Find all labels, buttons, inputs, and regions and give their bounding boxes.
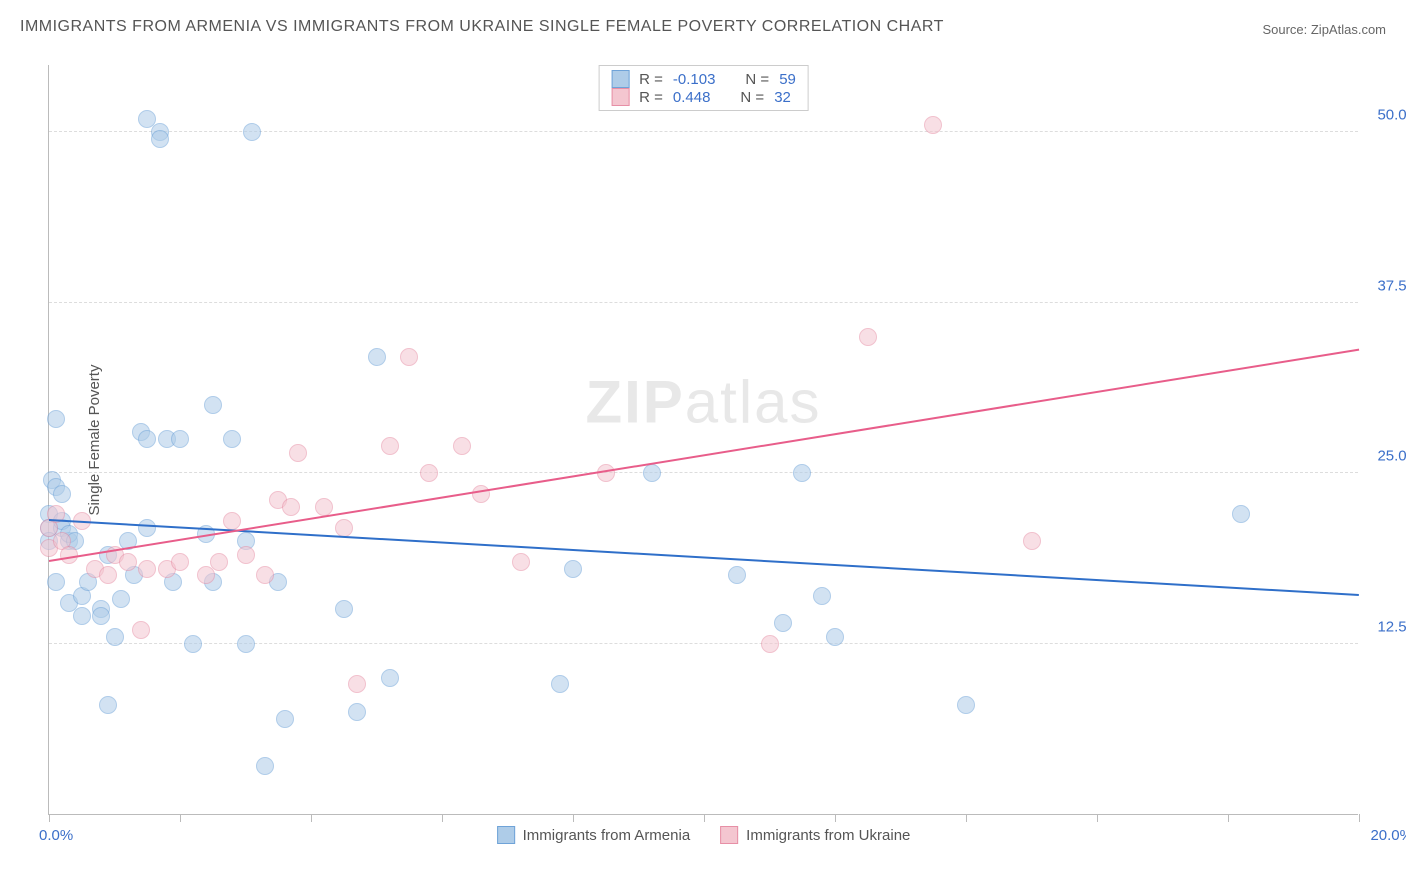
data-point xyxy=(47,573,65,591)
legend-stats: R = -0.103 N = 59 R = 0.448 N = 32 xyxy=(598,65,809,111)
data-point xyxy=(119,553,137,571)
data-point xyxy=(47,410,65,428)
x-tick xyxy=(1359,814,1360,822)
watermark: ZIPatlas xyxy=(585,368,821,437)
x-tick xyxy=(1228,814,1229,822)
data-point xyxy=(106,628,124,646)
data-point xyxy=(282,498,300,516)
n-value-armenia: 59 xyxy=(779,71,796,88)
data-point xyxy=(276,710,294,728)
data-point xyxy=(1232,505,1250,523)
r-value-armenia: -0.103 xyxy=(673,71,716,88)
data-point xyxy=(381,669,399,687)
swatch-armenia xyxy=(611,70,629,88)
x-tick xyxy=(704,814,705,822)
data-point xyxy=(472,485,490,503)
data-point xyxy=(243,123,261,141)
data-point xyxy=(256,566,274,584)
data-point xyxy=(289,444,307,462)
data-point xyxy=(793,464,811,482)
data-point xyxy=(132,621,150,639)
x-tick xyxy=(1097,814,1098,822)
data-point xyxy=(335,600,353,618)
data-point xyxy=(368,348,386,366)
x-max-label: 20.0% xyxy=(1370,827,1406,844)
data-point xyxy=(151,130,169,148)
data-point xyxy=(551,675,569,693)
data-point xyxy=(512,553,530,571)
data-point xyxy=(73,607,91,625)
x-tick xyxy=(311,814,312,822)
x-tick xyxy=(180,814,181,822)
source-label: Source: ZipAtlas.com xyxy=(1262,22,1386,37)
y-tick-label: 50.0% xyxy=(1377,107,1406,124)
data-point xyxy=(210,553,228,571)
data-point xyxy=(348,703,366,721)
legend-swatch-ukraine xyxy=(720,826,738,844)
grid-line xyxy=(49,472,1358,473)
data-point xyxy=(197,566,215,584)
chart-title: IMMIGRANTS FROM ARMENIA VS IMMIGRANTS FR… xyxy=(20,18,944,36)
data-point xyxy=(112,590,130,608)
x-tick xyxy=(835,814,836,822)
swatch-ukraine xyxy=(611,88,629,106)
data-point xyxy=(256,757,274,775)
x-tick xyxy=(49,814,50,822)
data-point xyxy=(138,519,156,537)
y-tick-label: 25.0% xyxy=(1377,448,1406,465)
x-min-label: 0.0% xyxy=(39,827,73,844)
data-point xyxy=(826,628,844,646)
data-point xyxy=(957,696,975,714)
legend-swatch-armenia xyxy=(497,826,515,844)
data-point xyxy=(381,437,399,455)
y-tick-label: 12.5% xyxy=(1377,618,1406,635)
x-tick xyxy=(966,814,967,822)
legend-label-armenia: Immigrants from Armenia xyxy=(523,827,691,844)
data-point xyxy=(223,430,241,448)
data-point xyxy=(237,546,255,564)
data-point xyxy=(924,116,942,134)
grid-line xyxy=(49,302,1358,303)
data-point xyxy=(348,675,366,693)
data-point xyxy=(400,348,418,366)
data-point xyxy=(564,560,582,578)
data-point xyxy=(643,464,661,482)
x-tick xyxy=(573,814,574,822)
data-point xyxy=(728,566,746,584)
data-point xyxy=(184,635,202,653)
x-tick xyxy=(442,814,443,822)
data-point xyxy=(99,566,117,584)
trend-line xyxy=(49,348,1359,561)
data-point xyxy=(420,464,438,482)
data-point xyxy=(223,512,241,530)
y-axis-title: Single Female Poverty xyxy=(86,364,103,515)
data-point xyxy=(774,614,792,632)
data-point xyxy=(171,430,189,448)
data-point xyxy=(171,553,189,571)
data-point xyxy=(53,485,71,503)
data-point xyxy=(859,328,877,346)
data-point xyxy=(138,560,156,578)
data-point xyxy=(1023,532,1041,550)
data-point xyxy=(453,437,471,455)
legend-bottom: Immigrants from Armenia Immigrants from … xyxy=(497,826,911,844)
r-value-ukraine: 0.448 xyxy=(673,89,711,106)
data-point xyxy=(204,396,222,414)
data-point xyxy=(138,430,156,448)
data-point xyxy=(99,696,117,714)
chart-area: ZIPatlas Single Female Poverty 12.5%25.0… xyxy=(48,65,1358,815)
data-point xyxy=(92,607,110,625)
data-point xyxy=(813,587,831,605)
data-point xyxy=(237,635,255,653)
n-value-ukraine: 32 xyxy=(774,89,791,106)
y-tick-label: 37.5% xyxy=(1377,277,1406,294)
data-point xyxy=(761,635,779,653)
legend-label-ukraine: Immigrants from Ukraine xyxy=(746,827,910,844)
data-point xyxy=(335,519,353,537)
